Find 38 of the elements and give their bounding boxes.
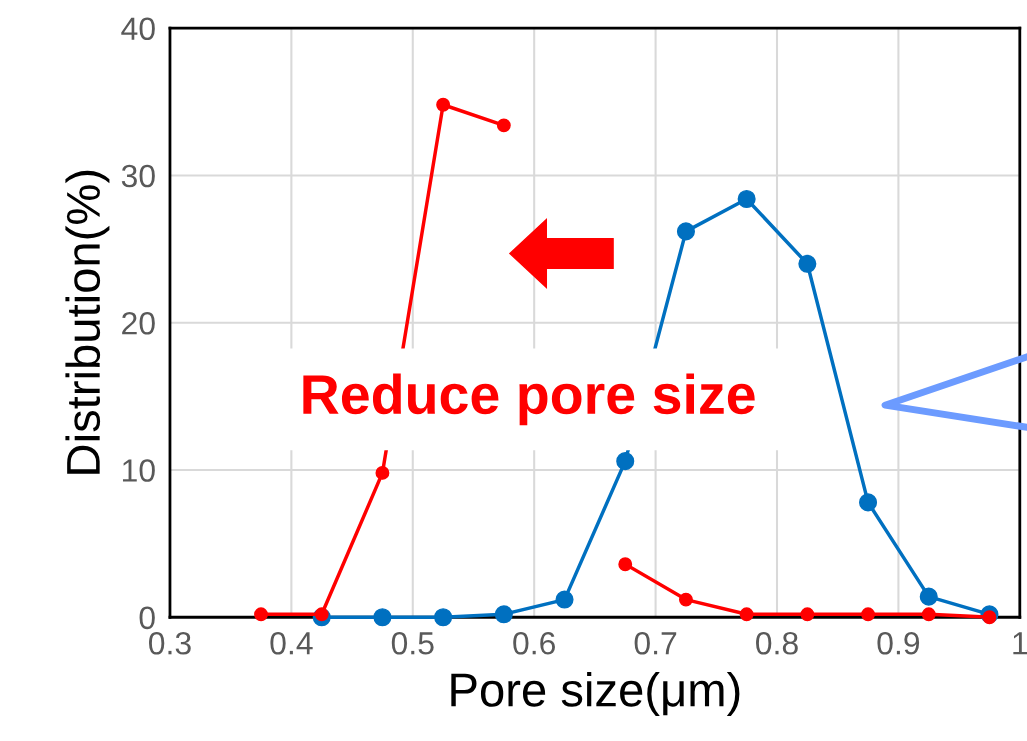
point: [616, 452, 635, 471]
x-tick-label: 0.7: [634, 631, 677, 655]
y-tick-label: 0: [139, 606, 155, 630]
annotation: Reduce pore size: [303, 373, 755, 426]
x-tick-label: 0.9: [877, 631, 920, 655]
point: [861, 607, 875, 622]
x-tick-label: 0.6: [513, 631, 555, 655]
point: [375, 465, 390, 480]
point: [496, 118, 511, 133]
x-tick-label: 0.4: [270, 631, 313, 655]
point: [254, 607, 268, 622]
point: [800, 607, 815, 622]
point: [678, 592, 693, 607]
point: [859, 493, 878, 512]
y-tick-label: 10: [122, 459, 155, 482]
point: [436, 97, 451, 112]
point: [798, 254, 817, 273]
point: [919, 587, 938, 606]
point: [373, 608, 392, 627]
x-tick-label: 0.8: [756, 631, 798, 655]
point: [314, 607, 329, 622]
point: [555, 590, 574, 609]
point: [737, 189, 756, 209]
point: [921, 607, 936, 622]
x-tick-label: 0.5: [391, 631, 434, 655]
point: [739, 607, 754, 622]
y-tick-label: 20: [122, 311, 155, 335]
point: [618, 557, 633, 572]
point: [494, 605, 513, 624]
point: [676, 222, 695, 241]
y-axis-title: Distribution(%): [65, 170, 110, 474]
x-axis-title: Pore size(μm): [451, 672, 740, 717]
point: [434, 608, 453, 627]
y-tick-label: 30: [121, 164, 155, 188]
x-tick-label: 0.3: [149, 631, 191, 655]
y-tick-label: 40: [121, 17, 155, 41]
x-tick-label: 1: [1013, 632, 1027, 655]
point: [982, 610, 997, 625]
